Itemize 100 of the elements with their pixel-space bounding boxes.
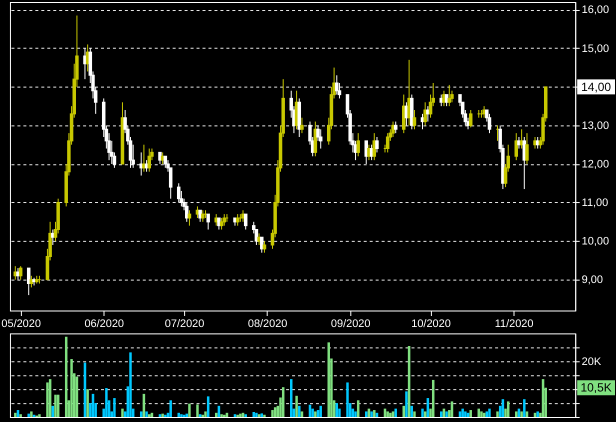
x-tick-label: 07/2020 (164, 318, 204, 330)
bar (214, 412, 218, 417)
bar (408, 346, 410, 417)
bar (300, 411, 304, 417)
bar (536, 411, 539, 417)
bar (258, 414, 260, 417)
candlestick (356, 132, 360, 157)
candlestick (412, 109, 416, 130)
bar (30, 411, 33, 417)
bar (316, 410, 320, 417)
bar (196, 404, 199, 417)
bar (413, 411, 416, 417)
bar (121, 408, 124, 417)
bar (450, 401, 454, 417)
bar (64, 336, 68, 417)
bar (290, 379, 292, 417)
x-tick-label: 05/2020 (1, 318, 41, 330)
bar (274, 407, 276, 417)
x-tick-label: 08/2020 (248, 318, 288, 330)
bar (368, 408, 370, 417)
bar (496, 411, 499, 417)
bar (158, 414, 162, 417)
bar (54, 394, 57, 417)
bar (410, 406, 414, 417)
bar (482, 412, 486, 417)
bar (84, 362, 86, 417)
bar (105, 388, 108, 417)
candlestick (426, 106, 430, 122)
y-tick-label: 9,00 (582, 274, 603, 286)
candlestick (314, 121, 318, 157)
y-tick-label: 15,00 (582, 42, 610, 55)
bar (282, 387, 284, 417)
bar (469, 410, 472, 417)
bar (56, 394, 60, 417)
bar (488, 408, 491, 417)
bar (142, 394, 146, 417)
bar (27, 414, 30, 417)
bar (392, 411, 394, 417)
y-tick-label: 16,00 (582, 4, 610, 16)
candlestick (448, 84, 452, 107)
bar (515, 411, 518, 417)
bar (113, 398, 116, 417)
candlestick (394, 121, 398, 134)
bar (255, 412, 258, 417)
candlestick (222, 214, 226, 226)
bar (442, 408, 446, 417)
bar (523, 399, 526, 417)
bar (46, 382, 49, 417)
bar (534, 412, 536, 417)
y-tick-label: 12,00 (582, 158, 610, 170)
bar (346, 382, 349, 417)
bar (150, 412, 154, 417)
bar (140, 411, 142, 417)
bar (314, 411, 317, 417)
bar (204, 411, 207, 417)
bar (386, 411, 389, 417)
bar (520, 411, 523, 417)
bar (365, 411, 368, 417)
candlestick (423, 102, 427, 126)
bar (461, 408, 464, 417)
candlestick (206, 214, 210, 230)
x-tick-label: 09/2020 (330, 318, 370, 330)
candlestick (514, 132, 518, 161)
bar (218, 406, 220, 417)
bar (19, 414, 22, 417)
bar (14, 412, 17, 417)
bar (376, 412, 378, 417)
candlestick (30, 275, 34, 288)
text: 10,5K (580, 380, 612, 395)
bar (169, 400, 172, 417)
x-tick-label: 10/2020 (411, 318, 451, 330)
x-tick-label: 06/2020 (84, 318, 124, 330)
candlestick (444, 94, 448, 107)
candlestick (525, 132, 529, 164)
y-tick-label: 10,00 (582, 236, 610, 248)
bar (327, 342, 330, 417)
candlestick (386, 132, 390, 153)
bar (234, 414, 236, 417)
bar (440, 411, 442, 417)
candlestick (188, 210, 192, 226)
candlestick (442, 90, 446, 107)
bar (432, 380, 434, 417)
bar (260, 413, 264, 417)
candlestick (236, 214, 240, 226)
bar (424, 411, 426, 417)
bar (76, 376, 78, 417)
bar (198, 414, 202, 417)
bar (252, 412, 255, 417)
bar (242, 412, 244, 417)
bar (394, 408, 397, 417)
bar (356, 400, 360, 417)
bar (542, 379, 544, 417)
bar (354, 411, 357, 417)
y-tick-label: 11,00 (582, 197, 608, 210)
bar (177, 412, 180, 417)
bar (180, 414, 183, 417)
bar (244, 414, 247, 417)
bar (502, 399, 504, 417)
bar (311, 408, 314, 417)
y-tick-label: 20K (582, 356, 602, 368)
